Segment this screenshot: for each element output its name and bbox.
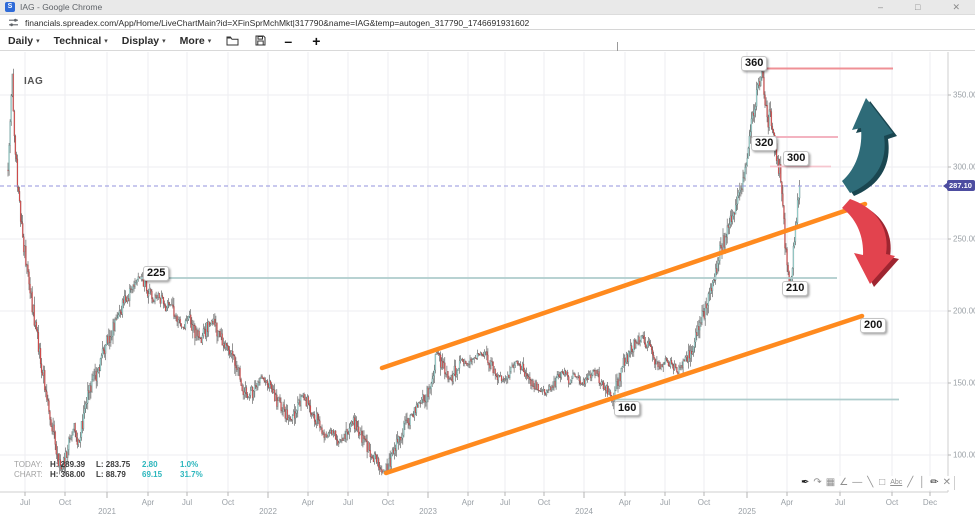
y-axis-label: 250.00 — [953, 235, 975, 244]
chevron-down-icon: ▾ — [162, 37, 166, 45]
zoom-out-button[interactable]: – — [284, 32, 293, 49]
trend-line-icon[interactable]: ╲ — [867, 477, 874, 488]
x-axis-label: Jul — [343, 498, 353, 507]
x-axis-label: Jul — [182, 498, 192, 507]
maximize-button[interactable]: □ — [915, 2, 921, 12]
chevron-down-icon: ▾ — [104, 37, 108, 45]
menu-technical[interactable]: Technical ▾ — [53, 34, 108, 47]
drawing-toolbar: ✒ ↷ ▦ ∠ — ╲ □ Abc ╱ │ ✏ ✕ — [798, 476, 956, 490]
x-axis-label: 2025 — [738, 507, 756, 516]
window-titlebar: S IAG - Google Chrome – □ ✕ — [0, 0, 975, 15]
x-axis-label: Jul — [500, 498, 510, 507]
close-button[interactable]: ✕ — [952, 2, 960, 12]
x-axis-label: Apr — [462, 498, 475, 507]
text-tool-icon[interactable]: Abc — [890, 479, 903, 486]
address-bar[interactable]: financials.spreadex.com/App/Home/LiveCha… — [0, 16, 975, 30]
x-axis-label: Apr — [142, 498, 155, 507]
price-annotation-320[interactable]: 320 — [751, 136, 778, 151]
site-info-icon[interactable] — [8, 17, 19, 28]
x-axis-label: Oct — [886, 498, 899, 507]
x-axis-label: Apr — [619, 498, 632, 507]
diagonal-line-icon[interactable]: ╱ — [907, 477, 914, 488]
price-annotation-225[interactable]: 225 — [143, 266, 170, 281]
vertical-line-icon[interactable]: │ — [919, 477, 926, 488]
x-axis-label: Dec — [923, 498, 937, 507]
curved-down-arrow[interactable] — [842, 199, 895, 284]
pencil-tool-icon[interactable]: ✏ — [930, 477, 939, 488]
legend-today-row: TODAY: H: 289.39 L: 283.75 2.80 1.0% — [14, 460, 199, 469]
x-axis-label: Oct — [59, 498, 72, 507]
x-axis-label: Jul — [20, 498, 30, 507]
rectangle-tool-icon[interactable]: □ — [879, 477, 886, 488]
chart-legend: TODAY: H: 289.39 L: 283.75 2.80 1.0% CHA… — [14, 460, 218, 479]
curve-tool-icon[interactable]: ↷ — [813, 477, 822, 488]
price-annotation-360[interactable]: 360 — [741, 56, 768, 71]
price-annotation-210[interactable]: 210 — [782, 281, 809, 296]
candles-up — [8, 71, 801, 474]
x-axis-label: 2023 — [419, 507, 437, 516]
x-axis-label: 2024 — [575, 507, 593, 516]
x-axis-label: Jul — [660, 498, 670, 507]
y-axis-label: 150.00 — [953, 379, 975, 388]
toolbar-divider — [617, 42, 618, 51]
chart-area: Jul Oct 2021 Apr Jul Oct 2022 Apr Jul Oct 2023 Apr J… — [0, 52, 975, 519]
price-annotation-160[interactable]: 160 — [614, 401, 641, 416]
x-axis-label: Oct — [538, 498, 551, 507]
menu-daily[interactable]: Daily ▾ — [8, 34, 40, 47]
x-axis-label: Oct — [222, 498, 235, 507]
minimize-button[interactable]: – — [878, 2, 884, 12]
y-axis-label: 300.00 — [953, 163, 975, 172]
x-axis-label: 2022 — [259, 507, 277, 516]
curved-up-arrow[interactable] — [842, 98, 893, 193]
trend-channel-upper[interactable] — [379, 201, 868, 371]
window-title: IAG - Google Chrome — [20, 2, 103, 12]
x-axis-label: Apr — [302, 498, 315, 507]
current-price-badge: 287.10 — [943, 180, 975, 191]
symbol-label: IAG — [24, 76, 44, 87]
y-axis-label: 200.00 — [953, 307, 975, 316]
candle-wicks — [7, 64, 800, 476]
x-axis-label: Jul — [835, 498, 845, 507]
y-axis-label: 350.00 — [953, 91, 975, 100]
chart-toolbar: Daily ▾ Technical ▾ Display ▾ More ▾ – + — [0, 31, 975, 51]
price-chart[interactable]: Jul Oct 2021 Apr Jul Oct 2022 Apr Jul Oct 2023 Apr J… — [0, 52, 975, 519]
chevron-down-icon: ▾ — [207, 37, 212, 45]
price-annotation-300[interactable]: 300 — [783, 151, 810, 166]
menu-more[interactable]: More ▾ — [179, 34, 212, 47]
x-axis-label: Apr — [781, 498, 794, 507]
x-axis-label: 2021 — [98, 507, 116, 516]
open-folder-icon[interactable] — [225, 35, 239, 47]
annotation-layer: 360 320 300 225 160 210 200 — [0, 52, 975, 519]
x-axis-label: Oct — [382, 498, 395, 507]
trend-channel-lower[interactable] — [383, 313, 865, 476]
horizontal-line-icon[interactable]: — — [852, 477, 863, 488]
legend-chart-row: CHART: H: 368.00 L: 88.79 69.15 31.7% — [14, 469, 203, 479]
candles-down — [7, 71, 791, 474]
url-text[interactable]: financials.spreadex.com/App/Home/LiveCha… — [25, 17, 530, 28]
close-tools-icon[interactable]: ✕ — [942, 477, 952, 488]
spreadex-favicon: S — [5, 2, 15, 12]
zoom-in-button[interactable]: + — [312, 32, 321, 49]
pointer-pen-icon[interactable]: ✒ — [801, 477, 810, 488]
y-axis-label: 100.00 — [953, 451, 975, 460]
price-annotation-200[interactable]: 200 — [860, 318, 887, 333]
chevron-down-icon: ▾ — [36, 37, 40, 45]
fan-lines-icon[interactable]: ∠ — [839, 477, 849, 488]
menu-display[interactable]: Display ▾ — [121, 34, 166, 47]
save-icon[interactable] — [253, 35, 267, 47]
x-axis-label: Oct — [698, 498, 711, 507]
grid-tool-icon[interactable]: ▦ — [825, 477, 836, 488]
